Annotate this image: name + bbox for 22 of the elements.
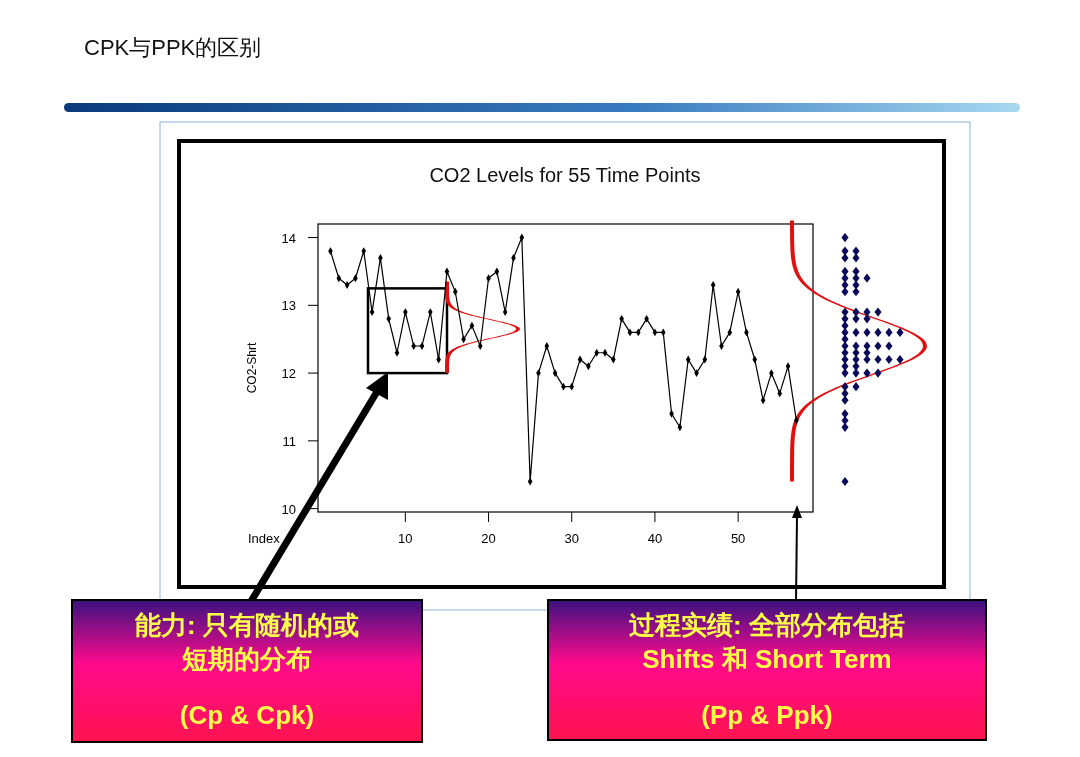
y-tick-label: 11 xyxy=(282,433,296,449)
x-tick-label: 20 xyxy=(481,531,496,546)
chart-title: CPK与PPK的区别 xyxy=(84,35,262,60)
text: 能力: 只有随机的或短期的分布 xyxy=(135,610,359,674)
y-tick-label: 13 xyxy=(281,298,296,314)
point xyxy=(477,342,483,350)
y-tick-label: 10 xyxy=(281,501,296,517)
x-axis-title: Index xyxy=(248,531,281,546)
text: (Cp & Cpk) xyxy=(179,700,315,730)
x-tick-label: 30 xyxy=(564,531,579,546)
point xyxy=(544,342,550,350)
y-tick-label: 14 xyxy=(281,230,296,246)
x-tick-label: 50 xyxy=(730,531,746,546)
y-tick-label: 12 xyxy=(281,366,296,382)
text: 过程实绩: 全部分布包括 Shifts 和 Short Term xyxy=(628,610,905,674)
y-axis-title: CO2-Shrt xyxy=(245,342,259,394)
point xyxy=(710,281,716,289)
x-tick-label: 40 xyxy=(647,531,663,546)
chart-subtitle: CO2 Levels for 55 Time Points xyxy=(429,164,701,186)
x-tick-label: 10 xyxy=(398,531,413,546)
point xyxy=(344,281,350,289)
text: (Pp & Ppk) xyxy=(701,700,833,730)
